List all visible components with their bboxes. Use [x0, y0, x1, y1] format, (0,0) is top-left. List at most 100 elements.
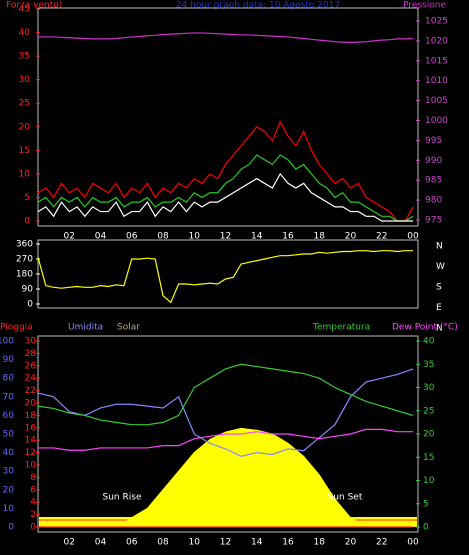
x-tick-label: 22	[376, 538, 387, 548]
line	[38, 32, 414, 44]
y3-tick-label: 0	[30, 523, 36, 533]
legend-label: Dew Point (°C)	[392, 323, 458, 333]
y2-tick-label: 10	[423, 476, 435, 486]
y2-tick-label: 985	[425, 176, 442, 186]
y2-tick-label: 1025	[425, 17, 448, 27]
y3-tick-label: 22	[25, 386, 36, 396]
y2-tick-label: 15	[423, 453, 434, 463]
x-tick-label: 08	[157, 538, 169, 548]
y2-tick-label: S	[436, 283, 442, 293]
y-tick-label: 270	[16, 255, 33, 265]
legend-label: Umidita	[68, 323, 103, 333]
y2-tick-label: 20	[423, 430, 435, 440]
x-tick-label: 22	[376, 232, 387, 242]
y2-tick-label: N	[436, 324, 443, 334]
y2-tick-label: E	[436, 303, 442, 313]
x-tick-label: 08	[157, 232, 169, 242]
y2-tick-label: 1020	[425, 36, 448, 46]
x-tick-label: 02	[64, 232, 75, 242]
line	[37, 368, 414, 457]
x-tick-label: 04	[95, 538, 107, 548]
y-tick-label: 0	[27, 300, 33, 310]
y-tick-label: 90	[22, 285, 34, 295]
y3-tick-label: 16	[25, 423, 37, 433]
y-axis-label: Forza vento)	[6, 1, 62, 11]
y-tick-label: 90	[3, 355, 15, 365]
y-tick-label: 0	[24, 217, 30, 227]
y-tick-label: 0	[8, 523, 14, 533]
x-tick-label: 04	[95, 232, 107, 242]
legend-label: Pioggia	[0, 323, 33, 333]
x-tick-label: 06	[126, 538, 138, 548]
annotation: Sun Rise	[103, 493, 142, 503]
y2-tick-label: 5	[423, 499, 429, 509]
y2-tick-label: 30	[423, 383, 435, 393]
x-tick-label: 14	[251, 538, 263, 548]
y-tick-label: 40	[3, 448, 15, 458]
y-tick-label: 70	[3, 392, 15, 402]
chart-title: 24 hour graph data: 10 Agosto 2017	[176, 1, 340, 11]
y3-tick-label: 14	[25, 436, 37, 446]
x-tick-label: 10	[189, 232, 201, 242]
y-tick-label: 10	[19, 169, 31, 179]
y-tick-label: 20	[19, 122, 31, 132]
y2-tick-label: W	[436, 262, 445, 272]
line	[38, 428, 413, 451]
y2-tick-label: 990	[425, 156, 442, 166]
x-tick-label: 20	[345, 232, 357, 242]
y2-tick-label: 0	[423, 523, 429, 533]
y-tick-label: 60	[3, 411, 15, 421]
legend-label: Solar	[117, 323, 140, 333]
y3-tick-label: 26	[25, 361, 37, 371]
y3-tick-label: 12	[25, 448, 36, 458]
x-tick-label: 16	[282, 538, 294, 548]
y-tick-label: 5	[24, 193, 30, 203]
y2-tick-label: 35	[423, 360, 434, 370]
x-tick-label: 02	[64, 538, 75, 548]
x-tick-label: 14	[251, 232, 263, 242]
y2-tick-label: 40	[423, 337, 435, 347]
x-tick-label: 18	[314, 538, 326, 548]
x-tick-label: 06	[126, 232, 138, 242]
y2-tick-label: 1010	[425, 76, 448, 86]
y2-axis-label: Pressione	[403, 1, 446, 11]
y-tick-label: 40	[19, 28, 31, 38]
y-tick-label: 30	[19, 75, 31, 85]
y-tick-label: 15	[19, 146, 30, 156]
line	[37, 120, 414, 222]
y-tick-label: 50	[3, 430, 15, 440]
y-tick-label: 100	[0, 337, 14, 347]
y2-tick-label: N	[436, 242, 443, 252]
y-tick-label: 25	[19, 99, 30, 109]
y3-tick-label: 10	[25, 461, 37, 471]
y3-tick-label: 8	[30, 473, 36, 483]
x-tick-label: 18	[314, 232, 326, 242]
x-tick-label: 20	[345, 538, 357, 548]
line	[37, 172, 413, 222]
y-tick-label: 45	[19, 5, 30, 15]
y3-tick-label: 30	[25, 337, 37, 347]
y3-tick-label: 24	[25, 374, 37, 384]
y-tick-label: 20	[3, 485, 15, 495]
y2-tick-label: 980	[425, 196, 442, 206]
y2-tick-label: 1005	[425, 96, 448, 106]
y2-tick-label: 995	[425, 136, 442, 146]
y2-tick-label: 975	[425, 216, 442, 226]
y3-tick-label: 4	[30, 498, 36, 508]
x-tick-label: 16	[282, 232, 294, 242]
y3-tick-label: 20	[25, 399, 37, 409]
x-tick-label: 10	[189, 538, 201, 548]
y3-tick-label: 2	[30, 510, 36, 520]
x-tick-label: 00	[407, 232, 419, 242]
y2-tick-label: 1000	[425, 116, 448, 126]
x-tick-label: 00	[407, 538, 419, 548]
y-tick-label: 35	[19, 52, 30, 62]
y2-tick-label: 1015	[425, 56, 448, 66]
y-tick-label: 360	[16, 240, 33, 250]
annotation: Sun Set	[328, 493, 363, 503]
y-tick-label: 30	[3, 467, 15, 477]
y3-tick-label: 6	[30, 485, 36, 495]
y-tick-label: 180	[16, 270, 33, 280]
legend-label: Temperatura	[312, 323, 370, 333]
